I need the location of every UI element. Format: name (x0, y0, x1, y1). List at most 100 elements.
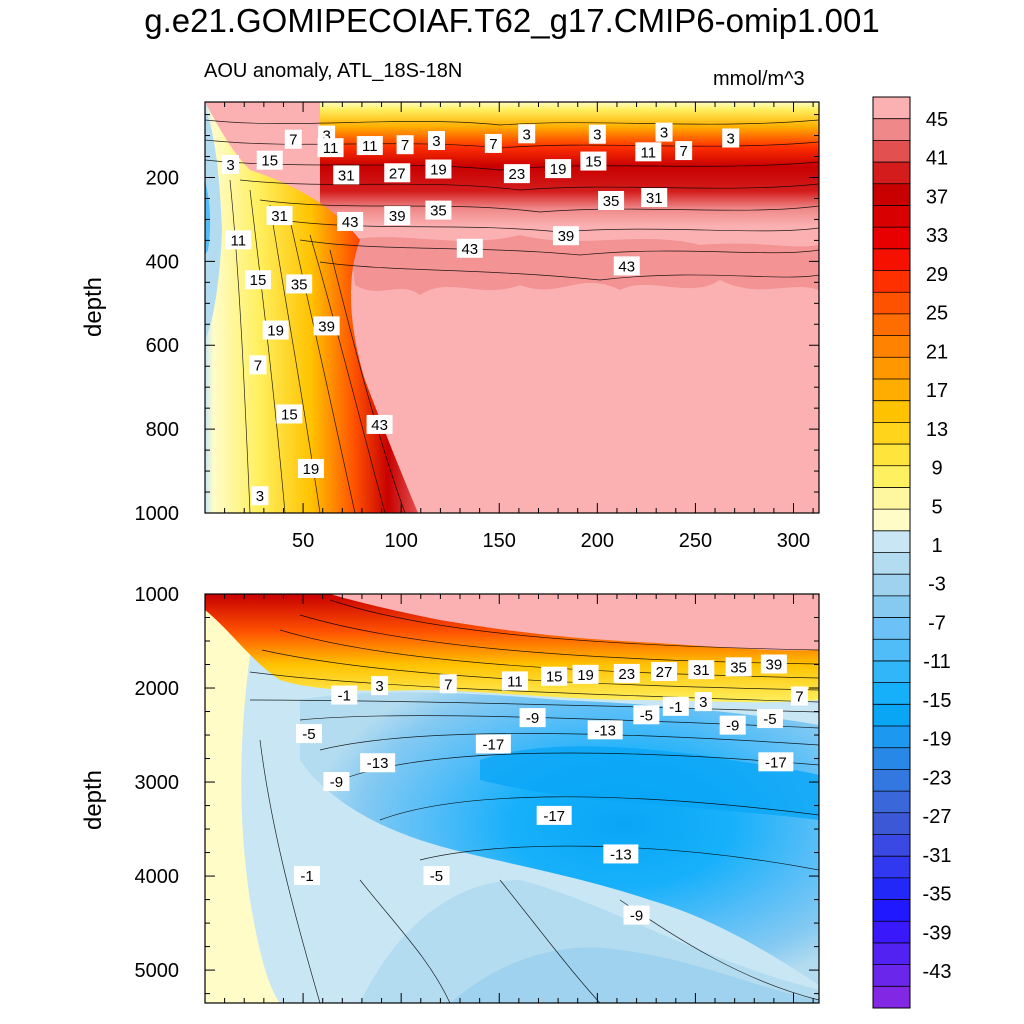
contour-label-box (598, 190, 625, 210)
colorbar-swatch (873, 270, 910, 293)
colorbar-swatch (873, 444, 910, 467)
colorbar-swatch (873, 465, 910, 488)
contour-label-box (552, 226, 579, 246)
contour-label: 15 (580, 151, 607, 171)
contour-label-box (256, 150, 283, 170)
contour-label-text: -17 (543, 808, 565, 825)
colorbar-label: 45 (926, 109, 948, 131)
contour-label-text: 15 (261, 153, 278, 170)
upper-x-tick-label: 100 (384, 530, 417, 552)
contour-label: 35 (598, 190, 625, 210)
contour-label-text: 11 (507, 673, 523, 690)
colorbar-swatch (873, 704, 910, 727)
lower-y-tick-label: 1000 (135, 584, 180, 606)
contour-label: -17 (536, 805, 572, 825)
contour-label: -13 (360, 753, 396, 773)
contour-label: 35 (725, 657, 752, 677)
contour-label-text: 31 (693, 662, 710, 679)
lower-deep-band-2 (450, 947, 819, 1003)
contour-label-text: 15 (585, 154, 602, 171)
contour-label-box (545, 159, 572, 179)
contour-label-box (276, 404, 303, 424)
contour-label: 31 (688, 660, 715, 680)
colorbar-label: -15 (923, 690, 952, 712)
colorbar-swatch (873, 726, 910, 749)
contour-label-text: -17 (765, 754, 787, 771)
contour-label: 19 (425, 159, 452, 179)
colorbar-swatch (873, 400, 910, 423)
colorbar-frame (872, 96, 911, 1009)
colorbar-swatch (873, 335, 910, 358)
contour-label: -13 (603, 844, 639, 864)
contour-label: 31 (641, 188, 668, 208)
contour-label-box (635, 142, 662, 162)
colorbar-label: 5 (931, 496, 942, 518)
contour-label-text: 7 (254, 357, 262, 374)
upper-thermocline-band (205, 102, 819, 350)
contour-label-text: 43 (342, 214, 359, 231)
colorbar-swatch (873, 769, 910, 792)
contour-label-box (662, 696, 689, 716)
contour-label-box (603, 844, 639, 864)
contour-label-text: 43 (461, 241, 478, 258)
contour-label-text: 7 (444, 676, 452, 693)
contour-label: -5 (633, 705, 660, 725)
contour-label-text: 23 (618, 666, 635, 683)
upper-x-tick-label: 200 (581, 530, 614, 552)
contour-label: 39 (384, 206, 411, 226)
contour-label-text: 27 (389, 165, 406, 182)
contour-label: 39 (552, 226, 579, 246)
contour-label-text: 35 (291, 276, 308, 293)
contour-label-text: 3 (727, 130, 735, 147)
contour-label-text: 43 (371, 417, 388, 434)
upper-y-tick-label: 200 (146, 167, 179, 189)
contour-label-box (439, 674, 457, 694)
contour-label-text: 3 (322, 128, 330, 145)
colorbar-label: 29 (926, 264, 948, 286)
contour-label-box (244, 270, 271, 290)
lower-minimum-17 (480, 746, 819, 820)
contour-label: 43 (613, 256, 640, 276)
colorbar-swatch (873, 574, 910, 597)
contour-label-box (366, 414, 393, 434)
contour-label-text: 31 (271, 208, 288, 225)
contour-label: -9 (623, 905, 650, 925)
contour-label: 27 (651, 662, 678, 682)
colorbar-swatch (873, 378, 910, 402)
contour-label-box (360, 753, 396, 773)
contour-label: -1 (294, 866, 321, 886)
colorbar-label: -19 (923, 729, 952, 751)
chart-subtitle: AOU anomaly, ATL_18S-18N (204, 60, 463, 82)
colorbar-swatch (873, 487, 910, 510)
contour-label: 11 (225, 230, 252, 250)
contour-label: 15 (244, 270, 271, 290)
contour-label-text: 19 (577, 667, 594, 684)
contour-label-box (456, 238, 483, 258)
lower-y-tick-label: 4000 (135, 866, 180, 888)
contour-label-box (295, 724, 322, 744)
contour-label-text: 3 (593, 127, 601, 144)
contour-label: 7 (675, 141, 693, 161)
contour-label-text: 3 (256, 488, 264, 505)
colorbar-swatch (873, 205, 910, 228)
contour-label-box (313, 316, 340, 336)
upper-x-tick-label: 250 (679, 530, 712, 552)
contour-label-box (251, 486, 269, 506)
contour-label-box (423, 866, 450, 886)
contour-label: 7 (439, 674, 457, 694)
contour-label: -1 (662, 696, 689, 716)
contour-label-box (294, 866, 321, 886)
contour-label-box (396, 135, 414, 155)
colorbar-swatch (873, 248, 910, 272)
contour-label: 19 (572, 664, 599, 684)
colorbar-swatch (873, 812, 910, 835)
upper-axes: 50 100 150 200 250 300 200 400 600 800 1000 (135, 102, 819, 552)
colorbar-swatch (873, 140, 910, 163)
contour-label-text: 43 (618, 258, 635, 275)
contour-label-text: 31 (338, 167, 355, 184)
colorbar-label: -31 (923, 845, 952, 867)
contour-label-box (501, 671, 528, 691)
contour-label: 19 (297, 458, 324, 478)
upper-western-wedge (205, 102, 418, 513)
